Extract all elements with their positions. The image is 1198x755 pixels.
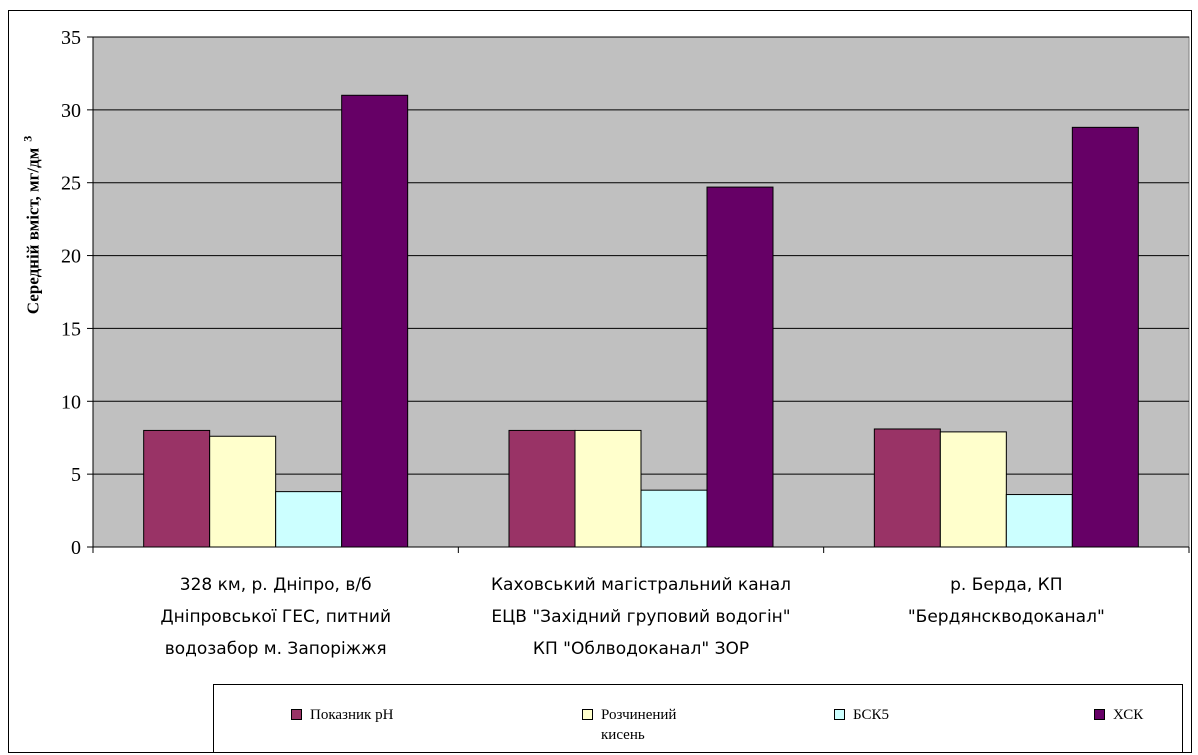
legend: Показник рН Розчинений кисень БСК5 ХСК bbox=[213, 684, 1183, 752]
y-tick-label: 20 bbox=[61, 246, 81, 268]
y-tick-label: 25 bbox=[61, 173, 81, 195]
y-axis-label: Середній вміст, мг/дм bbox=[23, 147, 43, 315]
y-tick-label: 5 bbox=[71, 464, 81, 486]
bar-3-2 bbox=[640, 489, 708, 548]
bar-3-1 bbox=[275, 491, 343, 548]
legend-label: Розчинений кисень bbox=[601, 707, 677, 743]
chart-frame bbox=[8, 10, 1192, 753]
bar-2-1 bbox=[209, 435, 277, 548]
legend-item: ХСК bbox=[1094, 705, 1198, 725]
x-tick-label: 328 км, р. Дніпро, в/б Дніпровської ГЕС,… bbox=[160, 575, 391, 659]
y-tick-label: 35 bbox=[61, 27, 81, 49]
legend-swatch bbox=[291, 709, 302, 720]
legend-label: Показник рН bbox=[310, 707, 394, 723]
legend-item: БСК5 bbox=[834, 705, 973, 725]
x-tick-label: р. Берда, КП "Бердянскводоканал" bbox=[907, 575, 1105, 627]
legend-item: Показник рН bbox=[291, 705, 430, 725]
legend-label: ХСК bbox=[1113, 707, 1144, 723]
bar-1-3 bbox=[873, 428, 941, 548]
y-tick-label: 15 bbox=[61, 318, 81, 340]
legend-label: БСК5 bbox=[853, 707, 890, 723]
y-axis-label-superscript: 3 bbox=[20, 135, 35, 142]
bar-1-1 bbox=[143, 429, 211, 548]
y-tick-label: 10 bbox=[61, 391, 81, 413]
legend-item: Розчинений кисень bbox=[582, 705, 721, 745]
legend-swatch bbox=[834, 709, 845, 720]
bar-4-2 bbox=[706, 186, 774, 548]
legend-swatch bbox=[582, 709, 593, 720]
bar-3-3 bbox=[1005, 494, 1073, 548]
y-axis-title-text: Середній вміст, мг/дм 3 bbox=[21, 136, 44, 314]
x-tick-label: Каховський магістральний канал ЕЦВ "Захі… bbox=[490, 575, 792, 659]
bar-1-2 bbox=[508, 429, 576, 548]
bar-2-3 bbox=[939, 431, 1007, 548]
y-tick-label: 0 bbox=[71, 537, 81, 559]
legend-swatch bbox=[1094, 709, 1105, 720]
y-tick-label: 30 bbox=[61, 100, 81, 122]
bar-2-2 bbox=[574, 429, 642, 548]
bar-4-1 bbox=[341, 94, 409, 548]
bar-4-3 bbox=[1071, 126, 1139, 548]
